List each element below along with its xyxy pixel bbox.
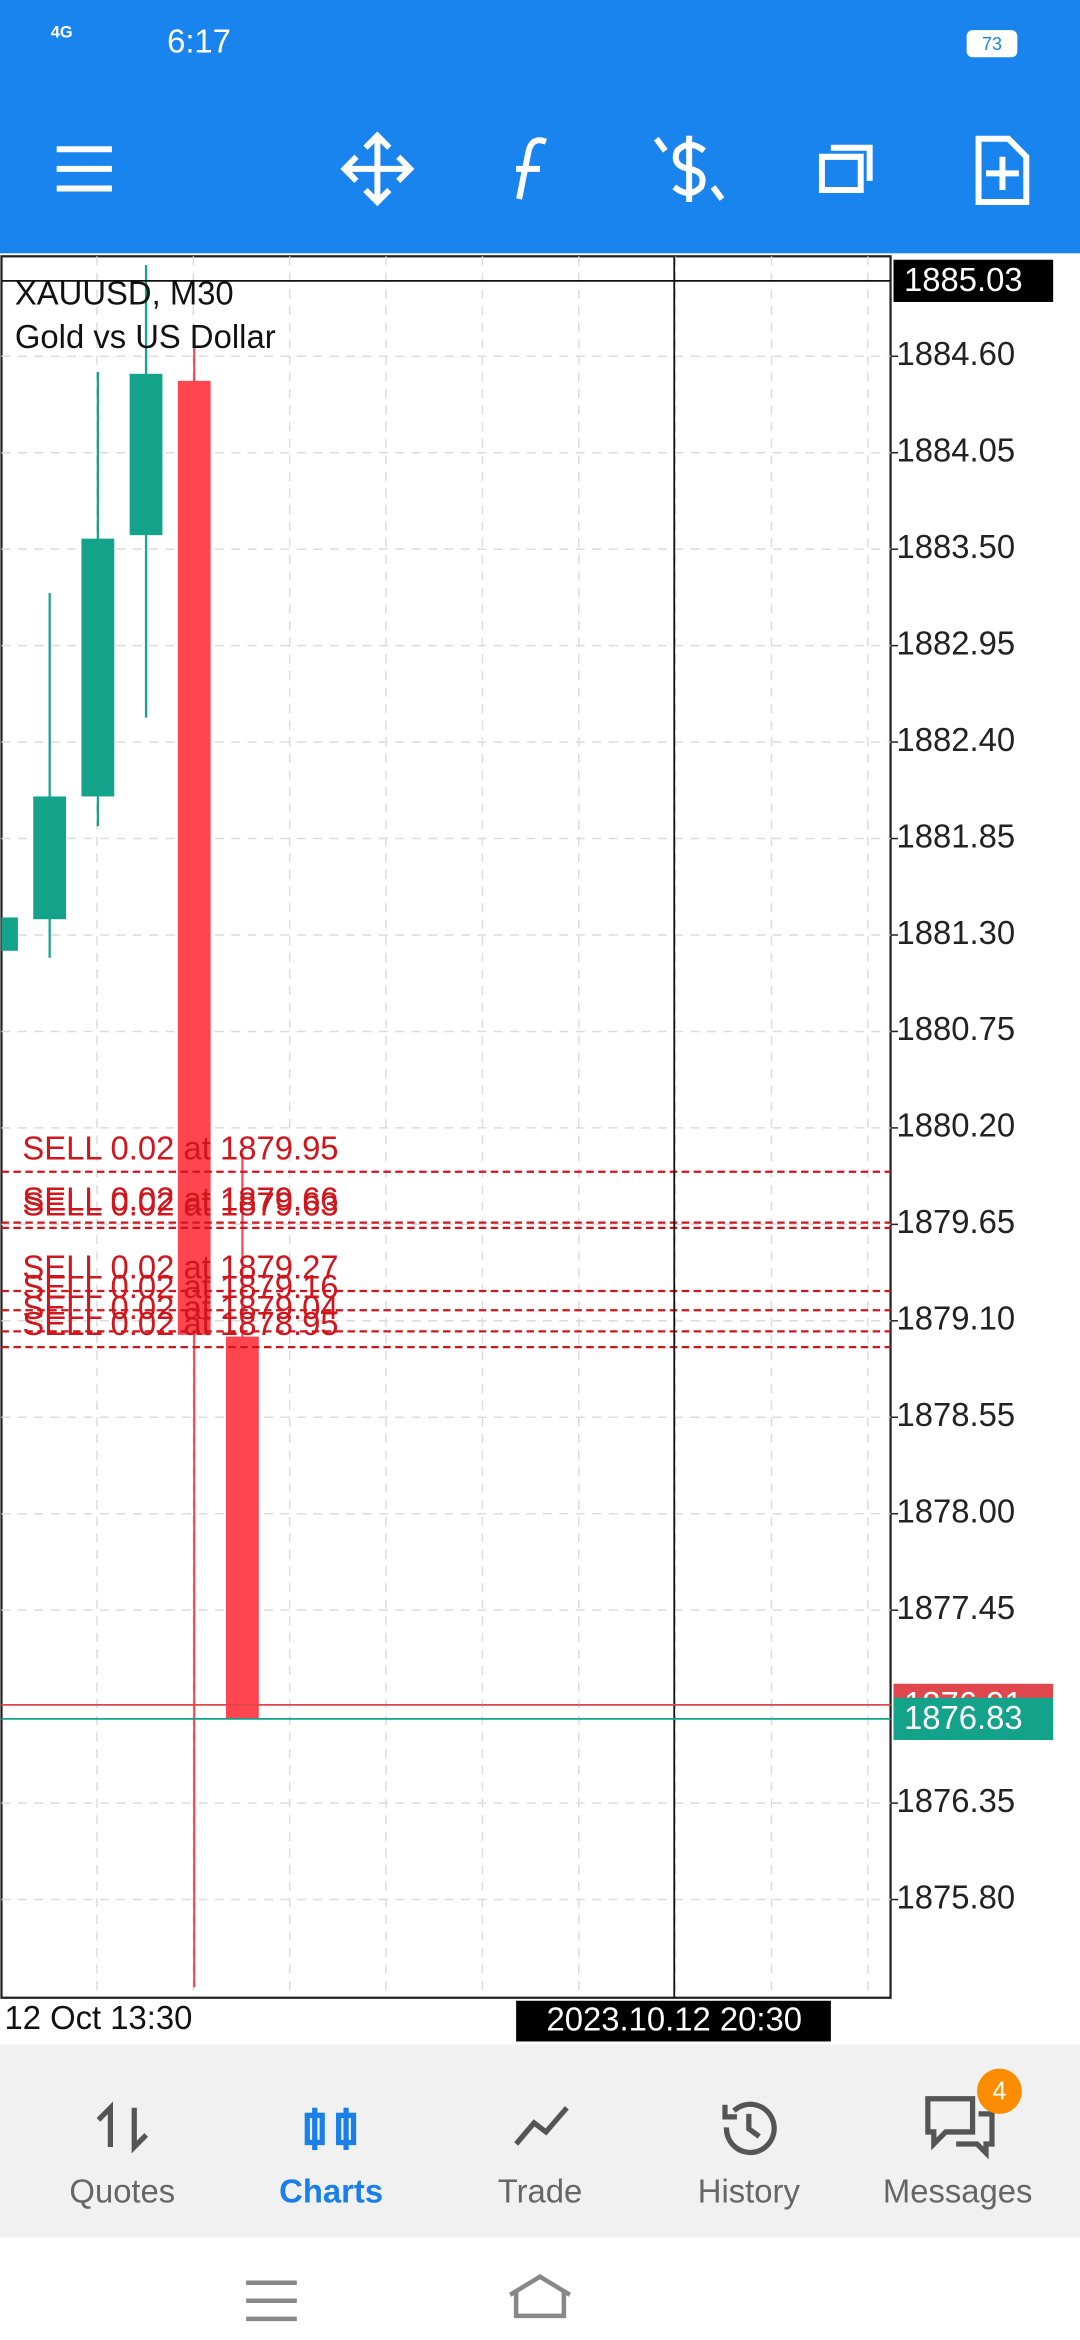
start-time: 12 Oct 13:30 bbox=[4, 1999, 192, 2036]
trade-button[interactable] bbox=[653, 135, 725, 203]
badge bbox=[977, 2068, 1022, 2114]
plot: SELL 0.02 at 1879.95 SELL 0.02 at 1879.66… bbox=[1, 265, 891, 1988]
home-button[interactable] bbox=[509, 2274, 571, 2319]
trade-icon bbox=[514, 2106, 569, 2146]
clock: 6:17 bbox=[167, 22, 231, 59]
order-label: SELL 0.02 at 1879.66 bbox=[22, 1180, 338, 1217]
bid-price: 1876.83 bbox=[904, 1699, 1023, 1736]
nav-tab[interactable]: Charts bbox=[279, 2172, 383, 2209]
crosshair-price-box bbox=[893, 259, 1054, 302]
candle-body bbox=[129, 373, 163, 536]
y-tick-label: 1878.00 bbox=[897, 1492, 1016, 1529]
network: 4G bbox=[51, 23, 73, 41]
chart-title: XAUUSD, M30 bbox=[15, 274, 234, 311]
y-tick-label: 1884.60 bbox=[897, 335, 1016, 372]
y-tick-label: 1879.65 bbox=[897, 1203, 1016, 1240]
crosshair-time: 2023.10.12 20:30 bbox=[547, 2000, 802, 2037]
y-tick-label: 1878.55 bbox=[897, 1396, 1016, 1433]
battery bbox=[966, 30, 1018, 58]
nav-tab[interactable]: Trade bbox=[498, 2172, 582, 2209]
y-tick-label: 1882.40 bbox=[897, 721, 1016, 758]
order-label: SELL 0.02 at 1879.63 bbox=[22, 1185, 338, 1222]
charts-icon-body bbox=[304, 2112, 325, 2146]
charts-icon-body bbox=[336, 2112, 357, 2146]
crosshair-price: 1885.03 bbox=[904, 261, 1023, 298]
nav-tab[interactable]: History bbox=[698, 2172, 801, 2209]
windows-button[interactable] bbox=[818, 144, 873, 193]
bottom-nav bbox=[0, 2044, 1080, 2238]
chart-frame bbox=[0, 255, 892, 1999]
time-box bbox=[516, 2000, 831, 2042]
nav-tab[interactable]: Quotes bbox=[69, 2172, 175, 2209]
indicator-button[interactable] bbox=[516, 137, 548, 200]
move-button[interactable] bbox=[340, 131, 415, 207]
toolbar bbox=[56, 131, 1030, 207]
order-label: SELL 0.02 at 1879.95 bbox=[22, 1129, 338, 1166]
y-tick-label: 1875.80 bbox=[897, 1878, 1016, 1915]
y-tick-label: 1884.05 bbox=[897, 431, 1016, 468]
new-order-button[interactable] bbox=[975, 135, 1030, 206]
candle-body bbox=[177, 380, 211, 1335]
badge-count: 4 bbox=[992, 2077, 1006, 2105]
candle-body bbox=[225, 1336, 259, 1719]
history-icon bbox=[722, 2101, 777, 2156]
y-tick-label: 1876.35 bbox=[897, 1782, 1016, 1819]
candle-body bbox=[1, 917, 18, 951]
nav-tab[interactable]: Messages bbox=[883, 2172, 1033, 2209]
order-label: SELL 0.02 at 1879.27 bbox=[22, 1248, 338, 1285]
y-tick-label: 1877.45 bbox=[897, 1589, 1016, 1626]
messages-icon bbox=[925, 2096, 995, 2160]
order-label: SELL 0.02 at 1879.16 bbox=[22, 1268, 338, 1305]
menu-button[interactable] bbox=[56, 146, 112, 192]
battery-level: 73 bbox=[982, 34, 1002, 54]
y-tick-label: 1880.20 bbox=[897, 1107, 1016, 1144]
y-tick-label: 1882.95 bbox=[897, 624, 1016, 661]
order-label: SELL 0.02 at 1878.95 bbox=[22, 1305, 338, 1342]
system-nav bbox=[246, 2274, 571, 2322]
price-axis: 1884.60 1884.05 1883.50 1882.95 1882.40 1881.… bbox=[890, 335, 1016, 1915]
candle-body bbox=[33, 796, 67, 920]
y-tick-label: 1881.85 bbox=[897, 817, 1016, 854]
order-label: SELL 0.02 at 1879.04 bbox=[22, 1289, 338, 1326]
candle-body bbox=[81, 538, 115, 797]
y-tick-label: 1883.50 bbox=[897, 528, 1016, 565]
y-tick-label: 1880.75 bbox=[897, 1010, 1016, 1047]
nav-icons bbox=[96, 2096, 995, 2160]
quotes-icon bbox=[96, 2101, 149, 2154]
chart-subtitle: Gold vs US Dollar bbox=[15, 318, 276, 355]
app-bar bbox=[0, 0, 1080, 254]
bid-box bbox=[893, 1697, 1054, 1741]
tabs: Quotes Charts Trade History Messages bbox=[69, 2172, 1032, 2209]
y-tick-label: 1879.10 bbox=[897, 1299, 1016, 1336]
y-tick-label: 1881.30 bbox=[897, 914, 1016, 951]
recents-button[interactable] bbox=[246, 2280, 297, 2322]
